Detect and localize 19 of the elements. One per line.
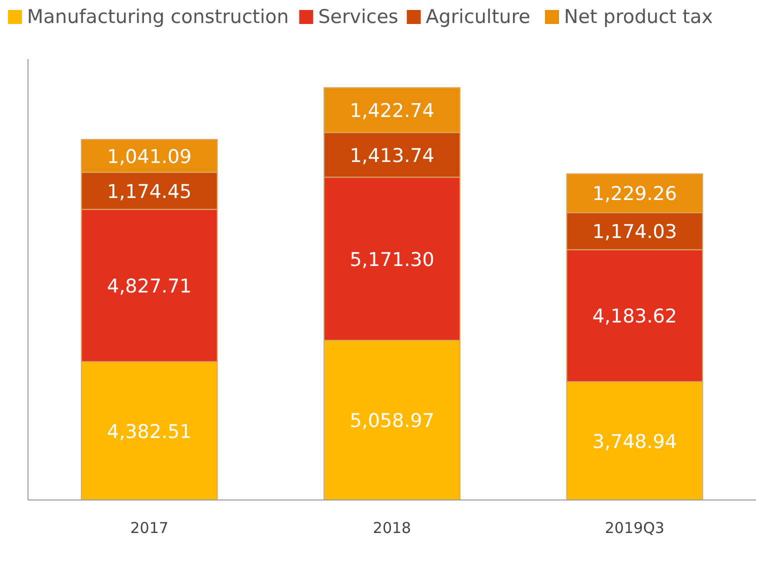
- data-label: 1,041.09: [107, 146, 192, 168]
- data-label: 5,171.30: [350, 248, 434, 271]
- data-label: 4,827.71: [107, 276, 192, 298]
- data-label: 1,229.26: [592, 183, 677, 206]
- data-label: 1,422.74: [350, 100, 434, 122]
- data-label: 1,174.45: [107, 180, 192, 203]
- data-label: 5,058.97: [350, 410, 434, 432]
- x-tick-label: 2019Q3: [604, 519, 664, 537]
- x-tick-label: 2018: [372, 519, 412, 537]
- x-tick-label: 2017: [130, 519, 168, 537]
- legend-label: Services: [318, 6, 398, 28]
- data-label: 4,382.51: [107, 420, 192, 443]
- data-label: 1,174.03: [592, 221, 677, 244]
- legend-label: Agriculture: [426, 6, 530, 28]
- legend-label: Net product tax: [564, 6, 713, 28]
- data-label: 3,748.94: [592, 430, 677, 453]
- legend-label: Manufacturing construction: [27, 6, 289, 28]
- data-label: 4,183.62: [592, 306, 677, 328]
- data-label: 1,413.74: [350, 144, 434, 167]
